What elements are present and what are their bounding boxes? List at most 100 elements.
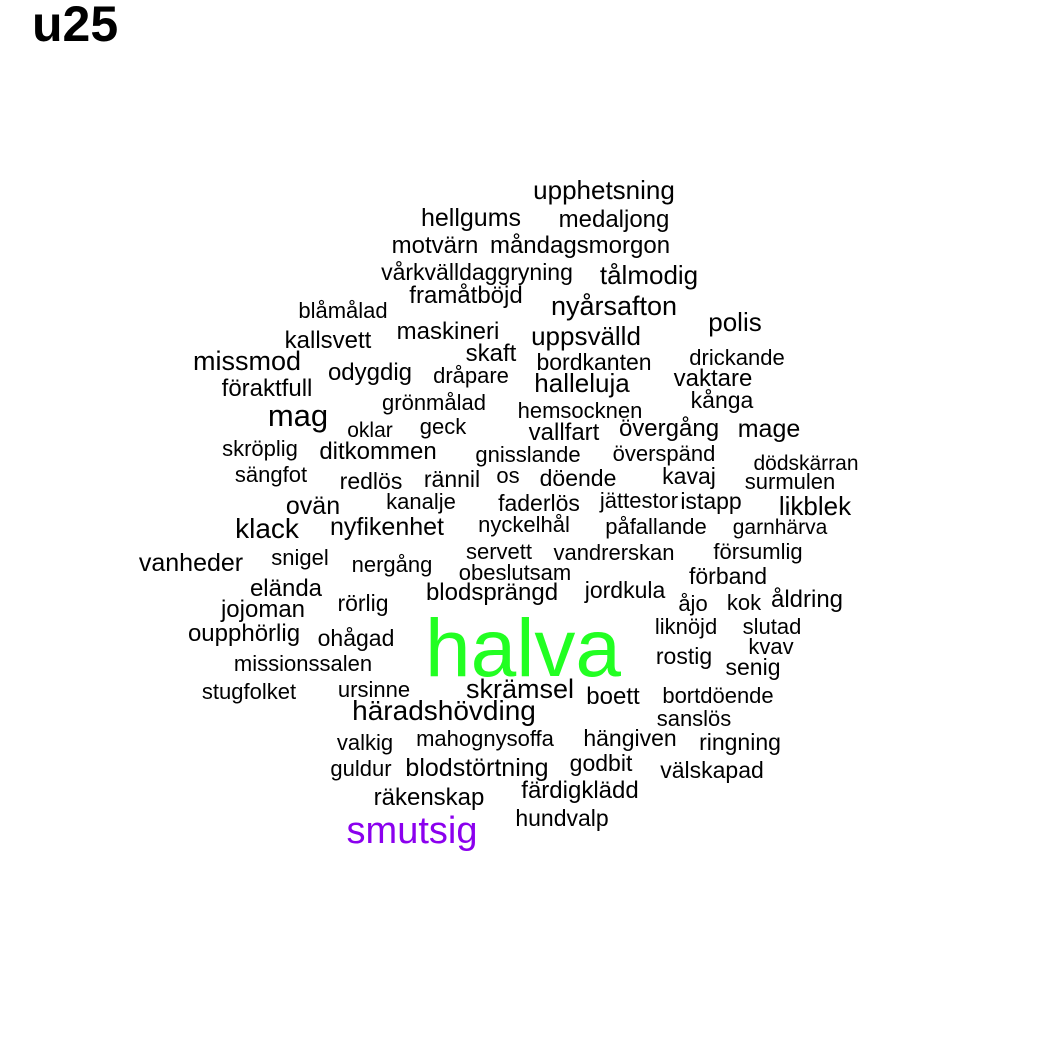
cloud-word: vandrerskan	[553, 539, 675, 565]
cloud-word: blodsprängd	[425, 579, 559, 607]
cloud-word: dråpare	[433, 362, 509, 388]
cloud-word: försumlig	[713, 538, 803, 564]
cloud-word: senig	[725, 654, 781, 681]
cloud-word: hellgums	[420, 203, 522, 232]
cloud-word: mage	[737, 414, 801, 443]
cloud-word: måndagsmorgon	[489, 232, 671, 260]
cloud-word: uppsvälld	[531, 320, 641, 351]
cloud-word: kanalje	[386, 488, 456, 514]
figure-title: u25	[32, 0, 119, 52]
cloud-word: polis	[708, 306, 762, 337]
cloud-word: upphetsning	[533, 174, 675, 205]
cloud-word: missmod	[192, 345, 302, 376]
cloud-word: klack	[235, 513, 299, 545]
cloud-word: skaft	[465, 340, 517, 368]
cloud-word: döende	[539, 465, 617, 492]
cloud-word: ovän	[285, 491, 341, 520]
cloud-word: bortdöende	[662, 682, 774, 708]
cloud-word: liknöjd	[654, 613, 718, 639]
cloud-word: hemsocknen	[517, 397, 643, 423]
cloud-word: valkig	[336, 729, 394, 755]
cloud-word: vallfart	[528, 419, 600, 447]
cloud-word: nyårsafton	[550, 290, 678, 321]
cloud-word: jättestor	[599, 487, 679, 513]
cloud-word: obeslutsam	[458, 559, 572, 585]
cloud-word: välskapad	[660, 757, 764, 784]
cloud-word: likblek	[778, 490, 852, 521]
cloud-word: medaljong	[558, 206, 670, 234]
cloud-word: hängiven	[583, 725, 677, 752]
cloud-word: odygdig	[327, 359, 413, 387]
cloud-word: elända	[249, 575, 323, 603]
cloud-word: sängfot	[234, 461, 308, 487]
cloud-word: nyckelhål	[478, 511, 570, 537]
cloud-word: ditkommen	[319, 438, 437, 466]
cloud-word: skrämsel	[465, 673, 575, 704]
cloud-word: vanheder	[138, 548, 244, 577]
cloud-word: oklar	[347, 418, 393, 442]
cloud-word: guldur	[330, 755, 392, 781]
cloud-word: nyfikenhet	[330, 512, 444, 541]
cloud-word: mahognysoffa	[416, 725, 554, 751]
cloud-word: os	[496, 462, 520, 488]
cloud-word: skröplig	[222, 435, 298, 461]
cloud-word: åjo	[678, 590, 708, 616]
cloud-word: boett	[586, 683, 640, 711]
cloud-word: motvärn	[391, 232, 479, 260]
cloud-word: framåtböjd	[409, 282, 523, 310]
cloud-word: sanslös	[656, 705, 732, 731]
cloud-word: blodstörtning	[405, 753, 549, 782]
cloud-word: maskineri	[396, 318, 500, 346]
cloud-word: bordkanten	[536, 349, 652, 376]
cloud-word: kvav	[748, 633, 794, 659]
cloud-word: föraktfull	[221, 375, 313, 403]
cloud-word: geck	[419, 413, 467, 439]
cloud-word: rännil	[423, 466, 481, 493]
cloud-word: missionssalen	[233, 650, 373, 676]
cloud-word: tålmodig	[599, 259, 699, 290]
cloud-word: godbit	[569, 750, 633, 777]
cloud-word: hundvalp	[515, 805, 609, 832]
cloud-word: oupphörlig	[187, 620, 301, 648]
cloud-word: halva	[424, 602, 622, 694]
cloud-word: slutad	[742, 613, 802, 639]
cloud-word: halleluja	[534, 367, 630, 398]
cloud-word: kånga	[690, 387, 754, 414]
cloud-word: jordkula	[584, 577, 666, 604]
cloud-word: drickande	[689, 344, 785, 370]
cloud-word: kallsvett	[284, 327, 372, 355]
cloud-word: nergång	[351, 551, 433, 577]
cloud-word: ursinne	[337, 676, 411, 702]
cloud-word: redlös	[339, 468, 403, 495]
cloud-word: ohågad	[317, 625, 395, 652]
cloud-word: blåmålad	[298, 297, 388, 323]
cloud-word: rostig	[655, 643, 713, 670]
cloud-word: färdigklädd	[521, 777, 639, 805]
cloud-word: gnisslande	[475, 441, 581, 467]
cloud-word: åldring	[770, 586, 844, 614]
cloud-word: vårkvälldaggryning	[381, 259, 573, 286]
cloud-word: grönmålad	[382, 389, 486, 415]
cloud-word: faderlös	[498, 490, 580, 517]
cloud-word: smutsig	[346, 809, 478, 852]
cloud-word: mag	[267, 397, 329, 433]
cloud-word: stugfolket	[201, 678, 297, 704]
cloud-word: dödskärran	[753, 451, 859, 475]
cloud-word: istapp	[680, 488, 742, 515]
cloud-word: snigel	[271, 544, 329, 570]
cloud-word: ringning	[699, 729, 781, 756]
cloud-word: påfallande	[605, 513, 707, 539]
cloud-word: övergång	[618, 415, 720, 443]
cloud-word: jojoman	[220, 596, 306, 624]
cloud-word: garnhärva	[732, 515, 828, 539]
cloud-word: rörlig	[337, 590, 389, 617]
cloud-word: kok	[726, 589, 762, 615]
cloud-word: överspänd	[612, 440, 716, 466]
cloud-word: servett	[465, 538, 533, 564]
cloud-word: förband	[688, 563, 768, 590]
cloud-word: räkenskap	[373, 784, 485, 812]
cloud-word: häradshövding	[352, 695, 536, 727]
cloud-word: vaktare	[673, 365, 753, 393]
cloud-word: kavaj	[662, 463, 716, 490]
